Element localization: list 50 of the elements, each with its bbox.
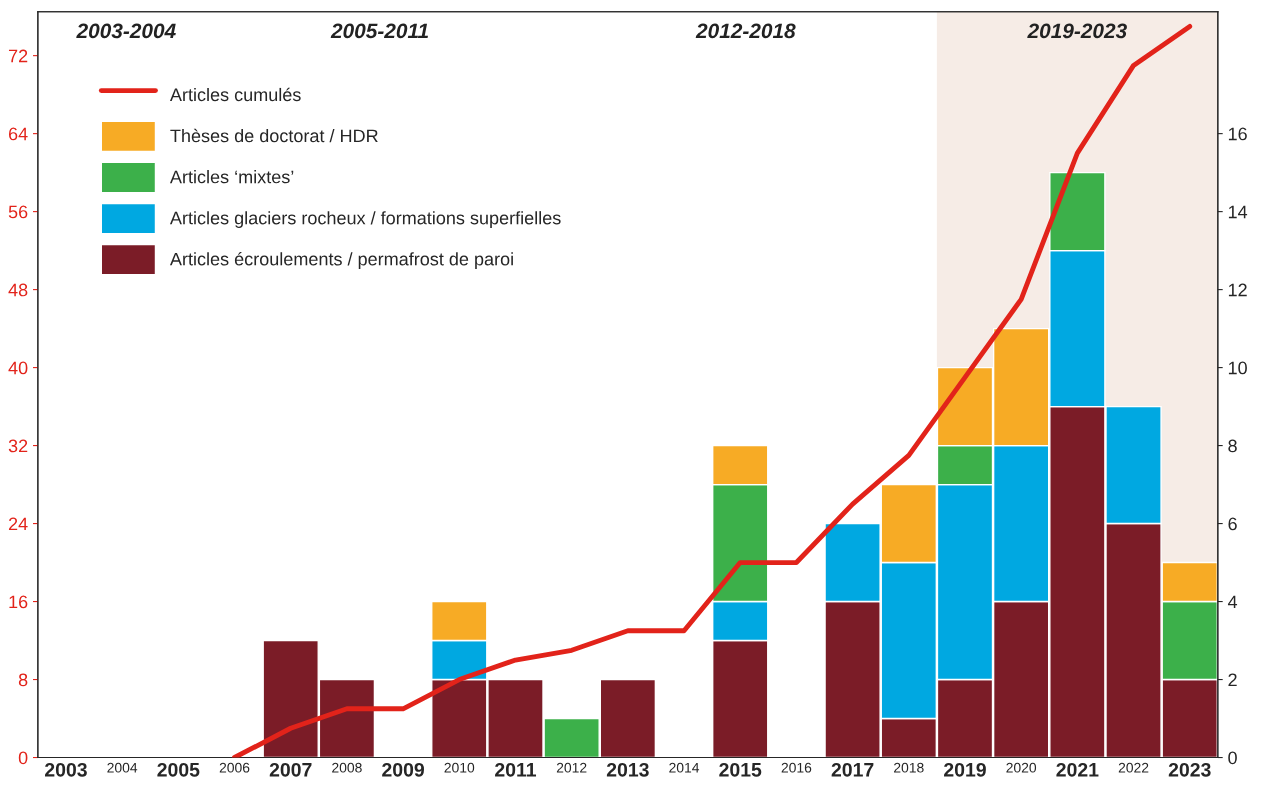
- y2-tick-label: 14: [1228, 205, 1248, 219]
- y2-tick-label: 4: [1227, 595, 1238, 609]
- x-tick-label: 2018: [894, 762, 924, 773]
- y-tick-label: 40: [8, 361, 28, 375]
- y2-tick-label: 16: [1228, 127, 1247, 141]
- x-tick-label: 2003: [45, 762, 87, 777]
- y-tick-label: 64: [8, 127, 28, 141]
- x-tick-label: 2010: [444, 762, 475, 773]
- x-tick-label: 2006: [219, 762, 250, 773]
- y-tick-label: 0: [18, 751, 28, 765]
- x-tick-label: 2019: [944, 762, 986, 777]
- y2-tick-label: 10: [1228, 361, 1247, 375]
- x-tick-label: 2009: [382, 762, 424, 777]
- y-tick-label: 16: [9, 595, 28, 609]
- y-tick-label: 48: [8, 283, 28, 297]
- x-tick-label: 2008: [332, 762, 362, 773]
- x-tick-label: 2012: [556, 762, 587, 773]
- x-tick-label: 2007: [269, 762, 312, 777]
- x-tick-label: 2015: [719, 762, 762, 777]
- legend-label: Articles écroulements / permafrost de paroi: [169, 252, 513, 270]
- y2-tick-label: 6: [1228, 517, 1237, 531]
- x-tick-label: 2022: [1118, 762, 1149, 773]
- x-tick-label: 2013: [606, 762, 649, 777]
- y-tick-label: 56: [8, 205, 28, 219]
- x-tick-label: 2004: [107, 762, 138, 773]
- y2-tick-label: 2: [1228, 673, 1237, 687]
- y2-tick-label: 0: [1228, 751, 1237, 765]
- x-tick-label: 2011: [495, 762, 537, 777]
- y-tick-label: 32: [8, 439, 28, 453]
- x-tick-label: 2021: [1056, 762, 1099, 777]
- y-tick-label: 72: [8, 49, 28, 63]
- line-series: [232, 23, 1193, 758]
- legend-label: Thèses de doctorat / HDR: [170, 128, 378, 143]
- x-tick-label: 2017: [831, 762, 874, 777]
- band-label: 2019-2023: [1027, 23, 1127, 39]
- legend-label: Articles cumulés: [169, 87, 301, 102]
- annotation: 2012-2018: [695, 23, 796, 39]
- x-tick-label: 2005: [157, 762, 200, 777]
- x-tick-label: 2016: [781, 762, 812, 773]
- legend-label: Articles ‘mixtes’: [169, 170, 294, 184]
- annotation: 2005-2011: [330, 23, 428, 39]
- y-tick-label: 24: [8, 517, 28, 531]
- y2-tick-label: 8: [1228, 439, 1237, 453]
- x-tick-label: 2014: [669, 762, 700, 773]
- x-tick-label: 2020: [1006, 762, 1037, 773]
- y2-tick-label: 12: [1228, 283, 1247, 297]
- x-tick-label: 2023: [1168, 762, 1211, 777]
- legend-label: Articles glaciers rocheux / formations superfielles: [169, 211, 561, 228]
- annotation: 2003-2004: [76, 23, 176, 39]
- y-tick-label: 8: [18, 673, 28, 687]
